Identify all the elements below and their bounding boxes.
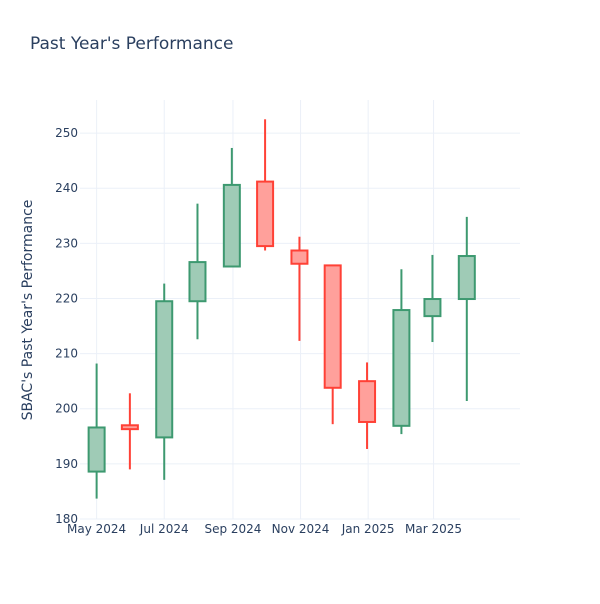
y-tick-label: 190 <box>55 457 78 471</box>
candle-body <box>188 261 207 303</box>
candle-decreasing <box>290 236 309 341</box>
candles <box>87 119 476 499</box>
y-tick-label: 240 <box>55 181 78 195</box>
axes: 180 190 200 210 220 230 240 250 May 2024 Jul 2024… <box>55 126 462 536</box>
candle-increasing <box>457 216 476 402</box>
x-tick-label: Nov 2024 <box>272 522 330 536</box>
candle-body <box>155 300 174 439</box>
candle-increasing <box>87 363 106 499</box>
candle-increasing <box>155 283 174 480</box>
candle-body <box>256 180 275 248</box>
candle-increasing <box>423 254 442 343</box>
x-tick-label: May 2024 <box>67 522 126 536</box>
candle-decreasing <box>256 119 275 251</box>
candle-increasing <box>188 203 207 340</box>
chart-title: Past Year's Performance <box>30 34 234 54</box>
y-tick-label: 210 <box>55 347 78 361</box>
candle-decreasing <box>323 264 342 425</box>
candle-decreasing <box>358 362 377 449</box>
candle-body <box>392 309 411 427</box>
x-tick-label: Jan 2025 <box>341 522 395 536</box>
y-tick-label: 230 <box>55 236 78 250</box>
candle-body <box>423 298 442 318</box>
candle-body <box>358 380 377 423</box>
y-tick-label: 180 <box>55 512 78 526</box>
candle-body <box>222 183 241 268</box>
candle-increasing <box>392 269 411 435</box>
candle-body <box>323 264 342 389</box>
y-axis-label: SBAC's Past Year's Performance <box>20 199 36 421</box>
x-tick-label: Sep 2024 <box>204 522 261 536</box>
candle-increasing <box>222 147 241 268</box>
candle-body <box>457 255 476 301</box>
candle-body <box>290 249 309 265</box>
x-tick-label: Mar 2025 <box>405 522 462 536</box>
y-tick-label: 200 <box>55 402 78 416</box>
candle-body <box>120 424 139 431</box>
y-tick-label: 220 <box>55 291 78 305</box>
candle-body <box>87 426 106 473</box>
x-tick-label: Jul 2024 <box>139 522 189 536</box>
candle-decreasing <box>120 393 139 470</box>
y-tick-label: 250 <box>55 126 78 140</box>
